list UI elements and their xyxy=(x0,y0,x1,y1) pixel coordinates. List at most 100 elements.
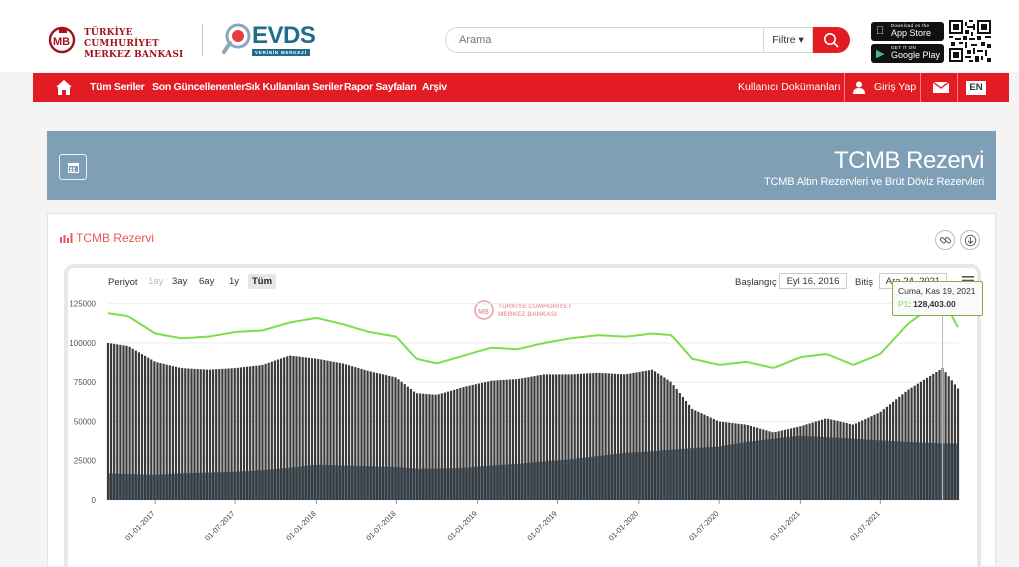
reserve-bar xyxy=(450,390,453,500)
reserve-bar xyxy=(174,366,178,500)
download-button[interactable] xyxy=(960,230,980,250)
reserve-bar xyxy=(128,346,131,500)
tcmb-logo[interactable]: MB TÜRKİYE CUMHURİYET MERKEZ BANKASI xyxy=(48,22,198,60)
reserve-bar xyxy=(752,426,756,500)
reserve-bar xyxy=(607,373,610,500)
reserve-bar xyxy=(725,422,728,500)
tooltip-date: Cuma, Kas 19, 2021 xyxy=(898,286,976,296)
home-icon[interactable] xyxy=(55,79,73,96)
reserve-bar xyxy=(187,368,190,500)
reserve-bar xyxy=(768,431,771,500)
reserve-bar xyxy=(595,372,598,500)
reserve-bar xyxy=(264,363,267,500)
start-date-label: Başlangıç xyxy=(735,277,777,288)
reserve-bar xyxy=(412,391,416,500)
x-tick-label: 01-07-2018 xyxy=(364,509,397,542)
calendar-button[interactable] xyxy=(59,154,87,180)
reserve-bar xyxy=(539,375,542,500)
x-tick-label: 01-07-2017 xyxy=(203,509,236,542)
start-date-input[interactable] xyxy=(779,273,847,289)
reserve-bar xyxy=(839,421,842,500)
nav-archive[interactable]: Arşiv xyxy=(422,81,447,93)
reserve-bar xyxy=(351,366,354,500)
user-icon xyxy=(853,81,865,94)
reserve-bar xyxy=(406,386,409,500)
reserve-bar xyxy=(348,365,351,500)
google-play-big-text: Google Play xyxy=(891,50,941,60)
reserve-bar xyxy=(842,422,845,500)
search-button[interactable] xyxy=(813,27,850,53)
reserve-bar xyxy=(338,362,341,500)
reserve-bar xyxy=(181,368,184,500)
reserve-bar xyxy=(363,369,366,500)
reserve-bar xyxy=(434,394,437,500)
filter-dropdown[interactable]: Filtre ▾ xyxy=(763,27,813,53)
reserve-bar xyxy=(147,357,150,500)
range-button-6m[interactable]: 6ay xyxy=(199,276,215,287)
reserve-bar xyxy=(193,368,196,500)
evds-logo[interactable]: EVDS VERİNİN MERKEZİ xyxy=(222,20,330,60)
reserve-bar xyxy=(811,422,814,500)
range-button-1y[interactable]: 1y xyxy=(229,276,240,287)
reserve-bar xyxy=(134,350,137,500)
x-tick-label: 01-01-2018 xyxy=(284,509,317,542)
reserve-bar xyxy=(703,414,706,500)
reserve-bar xyxy=(270,361,273,500)
reserve-bar xyxy=(632,372,635,500)
reserve-bar xyxy=(895,399,898,500)
reserve-bar xyxy=(502,379,505,500)
reserve-bar xyxy=(592,373,595,500)
nav-report-pages[interactable]: Rapor Sayfaları xyxy=(344,81,417,93)
language-switch[interactable]: EN xyxy=(966,81,986,95)
reserve-bar xyxy=(947,376,950,500)
reserve-bar xyxy=(317,359,320,500)
apple-icon:  xyxy=(876,25,884,37)
reserve-bar xyxy=(824,418,827,500)
reserve-bar xyxy=(329,361,332,500)
login-link[interactable]: Giriş Yap xyxy=(874,81,917,93)
reserve-bar xyxy=(830,419,833,500)
reserve-bar xyxy=(650,369,654,500)
nav-frequent-series[interactable]: Sık Kullanılan Seriler xyxy=(245,81,343,93)
link-button[interactable] xyxy=(935,230,955,250)
range-button-3m[interactable]: 3ay xyxy=(172,276,188,287)
app-store-big-text: App Store xyxy=(891,28,932,38)
reserve-bar xyxy=(307,357,310,500)
reserve-bar xyxy=(366,370,369,500)
reserve-bar xyxy=(765,430,768,500)
reserve-bar xyxy=(573,374,576,500)
reserve-bar xyxy=(926,377,929,500)
reserve-bar xyxy=(684,401,688,500)
reserve-bar xyxy=(246,366,249,500)
mail-icon[interactable] xyxy=(933,82,949,93)
logo-divider xyxy=(202,24,203,56)
reserve-bar xyxy=(944,372,947,500)
search-input[interactable] xyxy=(445,27,763,53)
range-button-1m[interactable]: 1ay xyxy=(148,276,164,287)
link-icon xyxy=(939,237,952,244)
nav-recently-updated[interactable]: Son Güncellenenler xyxy=(152,81,246,93)
reserve-bar xyxy=(709,417,712,500)
reserve-bar xyxy=(817,420,820,500)
reserve-bar xyxy=(774,432,777,500)
reserve-bar xyxy=(298,356,301,500)
nav-all-series[interactable]: Tüm Seriler xyxy=(90,81,145,93)
reserve-bar xyxy=(678,393,681,500)
y-tick-label: 100000 xyxy=(69,339,96,348)
reserve-bar xyxy=(304,357,307,500)
x-tick-label: 01-07-2019 xyxy=(525,509,558,542)
reserve-bar xyxy=(916,383,919,500)
chart-container: Periyot 1ay 3ay 6ay 1y Tüm Başlangıç Bit… xyxy=(64,264,983,567)
y-tick-label: 125000 xyxy=(69,300,96,309)
range-button-all[interactable]: Tüm xyxy=(248,274,277,289)
reserve-bar xyxy=(756,427,759,500)
reserve-bar xyxy=(301,357,304,500)
reserve-bar xyxy=(292,356,295,500)
app-store-badge[interactable]:  Download on the App Store xyxy=(871,22,944,41)
reserve-bar xyxy=(586,373,589,500)
app-store-small-text: Download on the xyxy=(891,23,930,28)
google-play-badge[interactable]: ▶ GET IT ON Google Play xyxy=(871,44,944,63)
nav-user-docs[interactable]: Kullanıcı Dokümanları xyxy=(738,81,841,93)
reserves-chart[interactable]: MB TÜRKİYE CUMHURİYET MERKEZ BANKASI 0 25… xyxy=(68,268,977,567)
page-subtitle: TCMB Altın Rezervleri ve Brüt Döviz Reze… xyxy=(763,176,984,188)
